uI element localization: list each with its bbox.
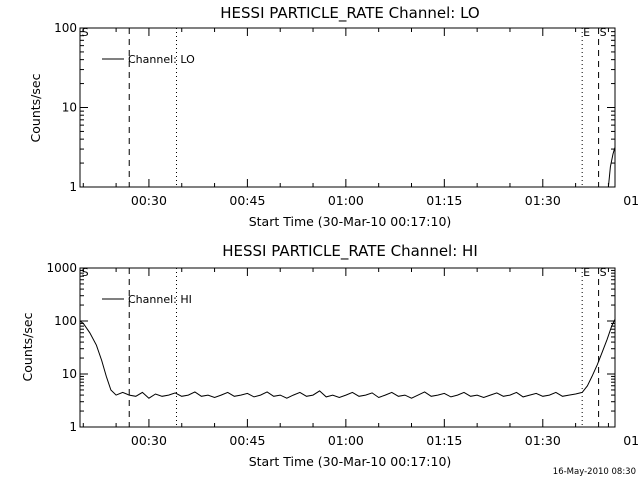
y-tick-label: 10: [62, 367, 77, 381]
series-lines: [80, 318, 615, 399]
x-tick-label: 01:30: [525, 193, 561, 208]
y-tick-label: 1000: [46, 261, 77, 275]
y-tick-label: 1: [69, 180, 77, 194]
y-tick-label: 10: [62, 101, 77, 115]
legend-label: Channel: LO: [128, 53, 195, 66]
series-line: [80, 318, 615, 399]
y-tick-label: 1: [69, 420, 77, 434]
x-tick-label: 01:00: [328, 193, 364, 208]
y-tick-label: 100: [54, 21, 77, 35]
event-marker-label: E: [583, 266, 590, 279]
x-tick-label: 01:45: [623, 433, 640, 448]
series-lines: [607, 145, 615, 187]
event-marker-label: S: [82, 26, 89, 39]
chart-title: HESSI PARTICLE_RATE Channel: LO: [220, 4, 479, 23]
event-marker-label: S: [600, 26, 607, 39]
x-axis-label: Start Time (30-Mar-10 00:17:10): [249, 214, 452, 229]
x-tick-label: 01:15: [426, 433, 462, 448]
chart-title: HESSI PARTICLE_RATE Channel: HI: [222, 242, 478, 261]
legend-label: Channel: HI: [128, 293, 192, 306]
series-line: [607, 145, 615, 187]
y-axis-label: Counts/sec: [20, 312, 35, 381]
chart-panel-hi: HESSI PARTICLE_RATE Channel: HI Start Ti…: [20, 242, 640, 469]
event-marker-label: S: [82, 266, 89, 279]
x-tick-label: 00:30: [131, 193, 167, 208]
x-tick-label: 00:45: [229, 193, 265, 208]
event-marker-label: E: [583, 26, 590, 39]
axis-ticks: 1 10 100 1000 00:30 00:45 01:00 01:15 01:30 01:45: [46, 261, 640, 448]
x-tick-label: 00:30: [131, 433, 167, 448]
event-marker-label: S: [600, 266, 607, 279]
x-tick-label: 01:45: [623, 193, 640, 208]
chart-panel-lo: HESSI PARTICLE_RATE Channel: LO Start Ti…: [28, 4, 640, 229]
plot-frame: [79, 267, 616, 428]
plot-frame: [79, 27, 616, 188]
x-tick-label: 01:00: [328, 433, 364, 448]
axis-ticks: 1 10 100 00:30 00:45 01:00 01:15 01:30 01:45: [54, 21, 640, 208]
x-tick-label: 01:30: [525, 433, 561, 448]
x-tick-label: 01:15: [426, 193, 462, 208]
x-axis-label: Start Time (30-Mar-10 00:17:10): [249, 454, 452, 469]
timestamp: 16-May-2010 08:30: [553, 467, 636, 477]
y-tick-label: 100: [54, 314, 77, 328]
x-tick-label: 00:45: [229, 433, 265, 448]
y-axis-label: Counts/sec: [28, 73, 43, 142]
